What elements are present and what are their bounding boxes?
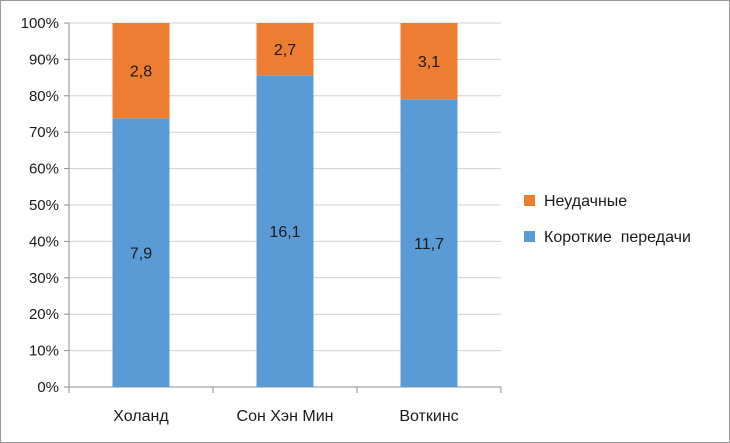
y-tick-label: 90% [29, 51, 59, 68]
bar-segment [112, 118, 170, 388]
y-tick-label: 20% [29, 306, 59, 323]
bar-segment [256, 75, 314, 387]
bar-segment [400, 99, 458, 388]
y-tick-label: 70% [29, 124, 59, 141]
x-tick-label: Холанд [113, 408, 169, 425]
data-label: 11,7 [414, 236, 444, 253]
y-tick-label: 10% [29, 343, 59, 360]
y-tick-label: 60% [29, 161, 59, 178]
axes: 0% 10% 20% 30% 40% 50% 60% 70% 80% 90% 100% Холанд С… [21, 15, 502, 425]
y-tick-label: 50% [29, 197, 59, 214]
y-tick-label: 100% [21, 15, 59, 32]
y-tick-label: 30% [29, 270, 59, 287]
y-tick-label: 80% [29, 88, 59, 105]
data-labels: 7,9 2,8 16,1 2,7 11,7 3,1 [130, 42, 444, 262]
x-tick-label: Воткинс [399, 408, 458, 425]
legend-swatch [524, 195, 535, 206]
legend-label: Неудачные [544, 193, 627, 210]
data-label: 7,9 [130, 246, 152, 263]
data-label: 3,1 [418, 54, 440, 71]
y-tick-label: 40% [29, 233, 59, 250]
data-label: 2,8 [130, 64, 152, 81]
bar-segment [112, 23, 170, 119]
data-label: 16,1 [269, 224, 300, 241]
y-tick-label: 0% [37, 379, 59, 396]
legend: Неудачные Короткие передачи [524, 193, 691, 246]
legend-label: Короткие передачи [544, 229, 691, 246]
x-tick-label: Сон Хэн Мин [237, 408, 334, 425]
bar-segment [256, 23, 314, 76]
legend-swatch [524, 231, 535, 242]
bars [112, 23, 458, 388]
data-label: 2,7 [274, 42, 296, 59]
bar-segment [400, 23, 458, 100]
